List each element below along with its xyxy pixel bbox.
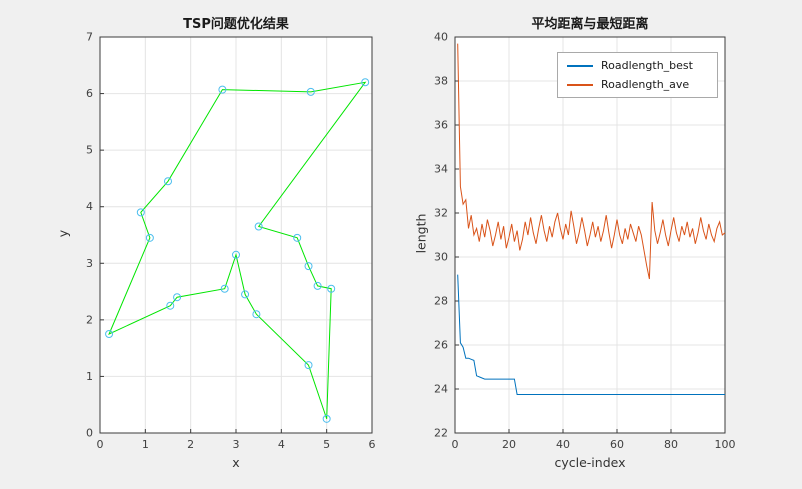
city-marker [327, 284, 336, 293]
city-marker [164, 177, 172, 186]
right-xlabel: cycle-index [554, 455, 626, 470]
legend-label-best: Roadlength_best [601, 59, 693, 72]
y-tick-label: 32 [434, 207, 448, 220]
x-tick-label: 40 [556, 438, 570, 451]
y-tick-label: 6 [86, 87, 93, 100]
x-tick-label: 6 [369, 438, 376, 451]
y-tick-label: 28 [434, 295, 448, 308]
axes-box [454, 36, 726, 434]
x-tick-label: 0 [97, 438, 104, 451]
left-plot-title: TSP问题优化结果 [183, 17, 289, 32]
y-tick-label: 3 [86, 257, 93, 270]
city-marker [361, 78, 370, 87]
series-line-Roadlength_best [457, 274, 725, 395]
x-tick-label: 5 [323, 438, 330, 451]
left-ylabel: y [55, 229, 71, 238]
x-tick-label: 1 [142, 438, 149, 451]
tsp-tour-path [108, 81, 367, 420]
left-xlabel: x [232, 455, 240, 470]
city-marker [304, 361, 313, 370]
x-tick-label: 60 [610, 438, 624, 451]
right-plot-title: 平均距离与最短距离 [531, 17, 649, 32]
y-tick-label: 38 [434, 75, 448, 88]
y-tick-label: 40 [434, 31, 448, 44]
city-marker [306, 87, 315, 96]
legend-item-roadlength-ave: Roadlength_ave [567, 78, 708, 91]
city-marker [304, 262, 313, 271]
city-marker [293, 233, 302, 242]
city-marker [173, 293, 182, 302]
city-marker [252, 310, 261, 319]
city-marker [136, 208, 145, 217]
city-marker [254, 222, 263, 231]
legend-item-roadlength-best: Roadlength_best [567, 59, 708, 72]
city-marker [232, 250, 240, 259]
legend-line-sample-best [567, 64, 593, 67]
city-marker [220, 284, 229, 293]
city-marker [322, 414, 331, 423]
right-ylabel: length [413, 213, 429, 254]
city-marker [241, 290, 250, 299]
y-tick-label: 36 [434, 119, 448, 132]
legend-label-ave: Roadlength_ave [601, 78, 690, 91]
legend: Roadlength_best Roadlength_ave [557, 52, 718, 98]
y-tick-label: 0 [86, 427, 93, 440]
y-tick-label: 26 [434, 339, 448, 352]
y-tick-label: 34 [434, 163, 448, 176]
y-tick-label: 2 [86, 313, 93, 326]
x-tick-label: 80 [664, 438, 678, 451]
y-tick-label: 30 [434, 251, 448, 264]
legend-line-sample-ave [567, 83, 593, 86]
city-marker [105, 330, 114, 338]
x-tick-label: 0 [452, 438, 459, 451]
x-tick-label: 2 [187, 438, 194, 451]
x-tick-label: 4 [278, 438, 285, 451]
x-tick-label: 3 [233, 438, 240, 451]
y-tick-label: 4 [86, 200, 93, 213]
city-marker [313, 281, 322, 290]
y-tick-label: 24 [434, 383, 448, 396]
y-tick-label: 5 [86, 144, 93, 157]
city-marker [166, 301, 175, 310]
y-tick-label: 1 [86, 370, 93, 383]
series-line-Roadlength_ave [457, 43, 726, 280]
x-tick-label: 20 [502, 438, 516, 451]
y-tick-label: 7 [86, 31, 93, 44]
city-marker [218, 85, 227, 94]
x-tick-label: 100 [715, 438, 736, 451]
y-tick-label: 22 [434, 427, 448, 440]
city-marker [145, 233, 154, 242]
